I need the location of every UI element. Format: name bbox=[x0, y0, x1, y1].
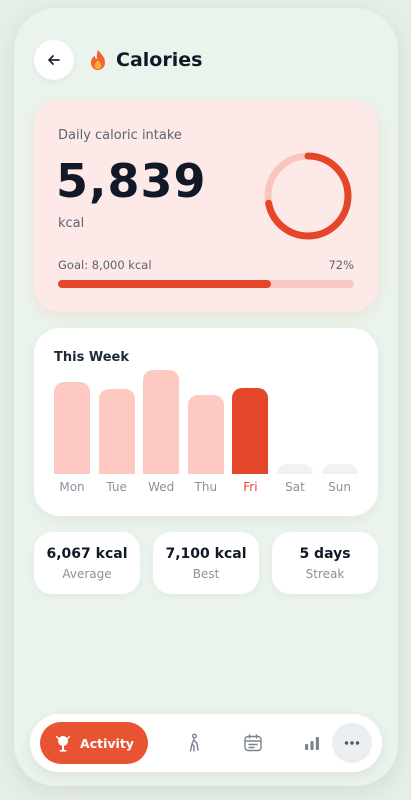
back-button[interactable] bbox=[34, 40, 74, 80]
day-label: Fri bbox=[243, 480, 258, 494]
walk-icon bbox=[189, 733, 199, 752]
day-label: Tue bbox=[106, 480, 127, 494]
goal-progress-bar bbox=[58, 280, 354, 288]
flame-icon bbox=[91, 50, 105, 70]
goal-label: Goal: 8,000 kcal bbox=[58, 258, 152, 272]
bottom-nav: Activity bbox=[30, 714, 382, 772]
day-bar bbox=[143, 370, 180, 474]
day-bar bbox=[277, 464, 313, 474]
more-icon bbox=[344, 741, 360, 745]
stat-streak-card: 5 days Streak bbox=[272, 532, 378, 594]
day-label: Sun bbox=[328, 480, 351, 494]
day-bar bbox=[232, 388, 269, 474]
nav-activity-button[interactable]: Activity bbox=[40, 722, 148, 764]
progress-ring bbox=[264, 152, 352, 240]
week-bar-chart: Mon Tue Wed Thu Fri Sat Sun bbox=[54, 368, 360, 494]
day-label: Thu bbox=[194, 480, 218, 494]
day-column-sun[interactable]: Sun bbox=[321, 368, 358, 494]
stat-value: 6,067 kcal bbox=[46, 546, 128, 562]
intake-label: Daily caloric intake bbox=[58, 128, 182, 143]
page-title: Calories bbox=[116, 49, 203, 71]
intake-unit: kcal bbox=[58, 216, 85, 231]
stat-label: Best bbox=[192, 567, 220, 581]
header: Calories bbox=[34, 40, 378, 80]
nav-walk-button[interactable] bbox=[182, 731, 206, 755]
stat-label: Average bbox=[62, 567, 112, 581]
daily-intake-card: Daily caloric intake 5,839 kcal Goal: 8,… bbox=[34, 100, 378, 312]
nav-more-button[interactable] bbox=[332, 723, 372, 763]
bar-chart-icon bbox=[305, 737, 319, 750]
day-column-fri[interactable]: Fri bbox=[232, 368, 269, 494]
nav-activity-label: Activity bbox=[80, 735, 134, 751]
day-label: Wed bbox=[148, 480, 175, 494]
stat-value: 7,100 kcal bbox=[165, 546, 247, 562]
title-wrap: Calories bbox=[88, 49, 202, 71]
intake-value: 5,839 bbox=[56, 154, 207, 208]
stat-value: 5 days bbox=[299, 546, 351, 562]
day-bar bbox=[187, 395, 224, 474]
day-bar bbox=[98, 389, 135, 474]
day-column-tue[interactable]: Tue bbox=[98, 368, 135, 494]
day-column-thu[interactable]: Thu bbox=[187, 368, 224, 494]
goal-percent: 72% bbox=[328, 258, 354, 272]
stat-label: Streak bbox=[305, 567, 345, 581]
day-bar bbox=[54, 382, 90, 474]
nav-stats-button[interactable] bbox=[300, 731, 324, 755]
nav-calendar-button[interactable] bbox=[241, 731, 265, 755]
day-column-mon[interactable]: Mon bbox=[54, 368, 90, 494]
activity-icon bbox=[55, 735, 71, 752]
arrow-left-icon bbox=[48, 55, 60, 65]
this-week-card: This Week Mon Tue Wed Thu Fri Sat Sun bbox=[34, 328, 378, 516]
day-label: Sat bbox=[285, 480, 305, 494]
phone-frame: Calories Daily caloric intake 5,839 kcal… bbox=[14, 8, 398, 786]
goal-progress-fill bbox=[58, 280, 272, 288]
day-bar bbox=[321, 464, 358, 474]
progress-ring-fill bbox=[264, 152, 352, 240]
day-column-wed[interactable]: Wed bbox=[143, 368, 180, 494]
day-label: Mon bbox=[59, 480, 85, 494]
stat-best-card: 7,100 kcal Best bbox=[153, 532, 259, 594]
calendar-icon bbox=[244, 734, 262, 752]
week-title: This Week bbox=[54, 350, 129, 365]
stat-average-card: 6,067 kcal Average bbox=[34, 532, 140, 594]
day-column-sat[interactable]: Sat bbox=[277, 368, 313, 494]
